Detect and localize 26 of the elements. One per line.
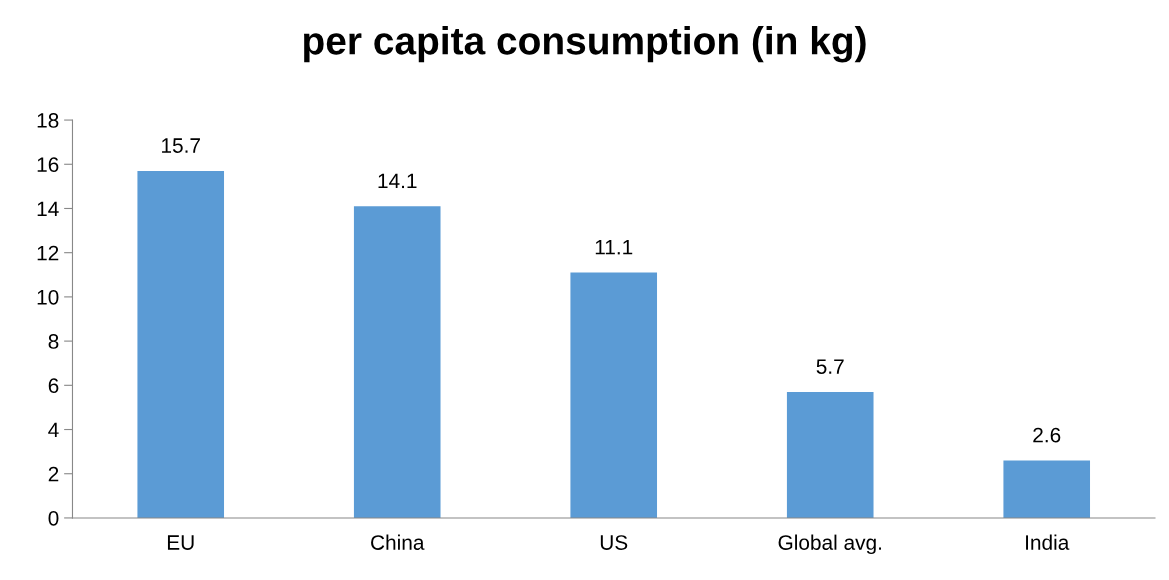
data-label: 15.7 — [162, 138, 200, 153]
bar — [786, 391, 874, 518]
y-tick-label: 8 — [48, 334, 59, 349]
data-label: 14.1 — [378, 173, 417, 189]
bar — [353, 206, 441, 518]
y-tick-label: 2 — [48, 466, 59, 482]
x-tick-label: Global avg. — [778, 534, 882, 555]
y-tick-label: 4 — [48, 422, 59, 438]
x-tick-label: India — [1026, 534, 1070, 550]
bar — [570, 272, 658, 518]
y-tick-label: 0 — [48, 510, 59, 526]
chart-title: per capita consumption (in kg) — [304, 26, 866, 63]
data-label: 5.7 — [816, 359, 844, 374]
y-tick-label: 10 — [37, 289, 59, 305]
x-tick-label: China — [371, 534, 425, 550]
bar — [137, 170, 225, 518]
y-tick-label: 6 — [48, 378, 59, 394]
data-label: 11.1 — [595, 240, 633, 255]
y-tick-label: 18 — [37, 113, 59, 128]
bar — [1003, 460, 1091, 518]
y-tick-label: 14 — [37, 201, 59, 217]
y-tick-label: 12 — [37, 245, 59, 261]
data-label: 2.6 — [1033, 427, 1061, 443]
x-tick-label: US — [600, 535, 628, 550]
y-tick-label: 16 — [37, 157, 59, 173]
x-tick-label: EU — [167, 535, 194, 550]
